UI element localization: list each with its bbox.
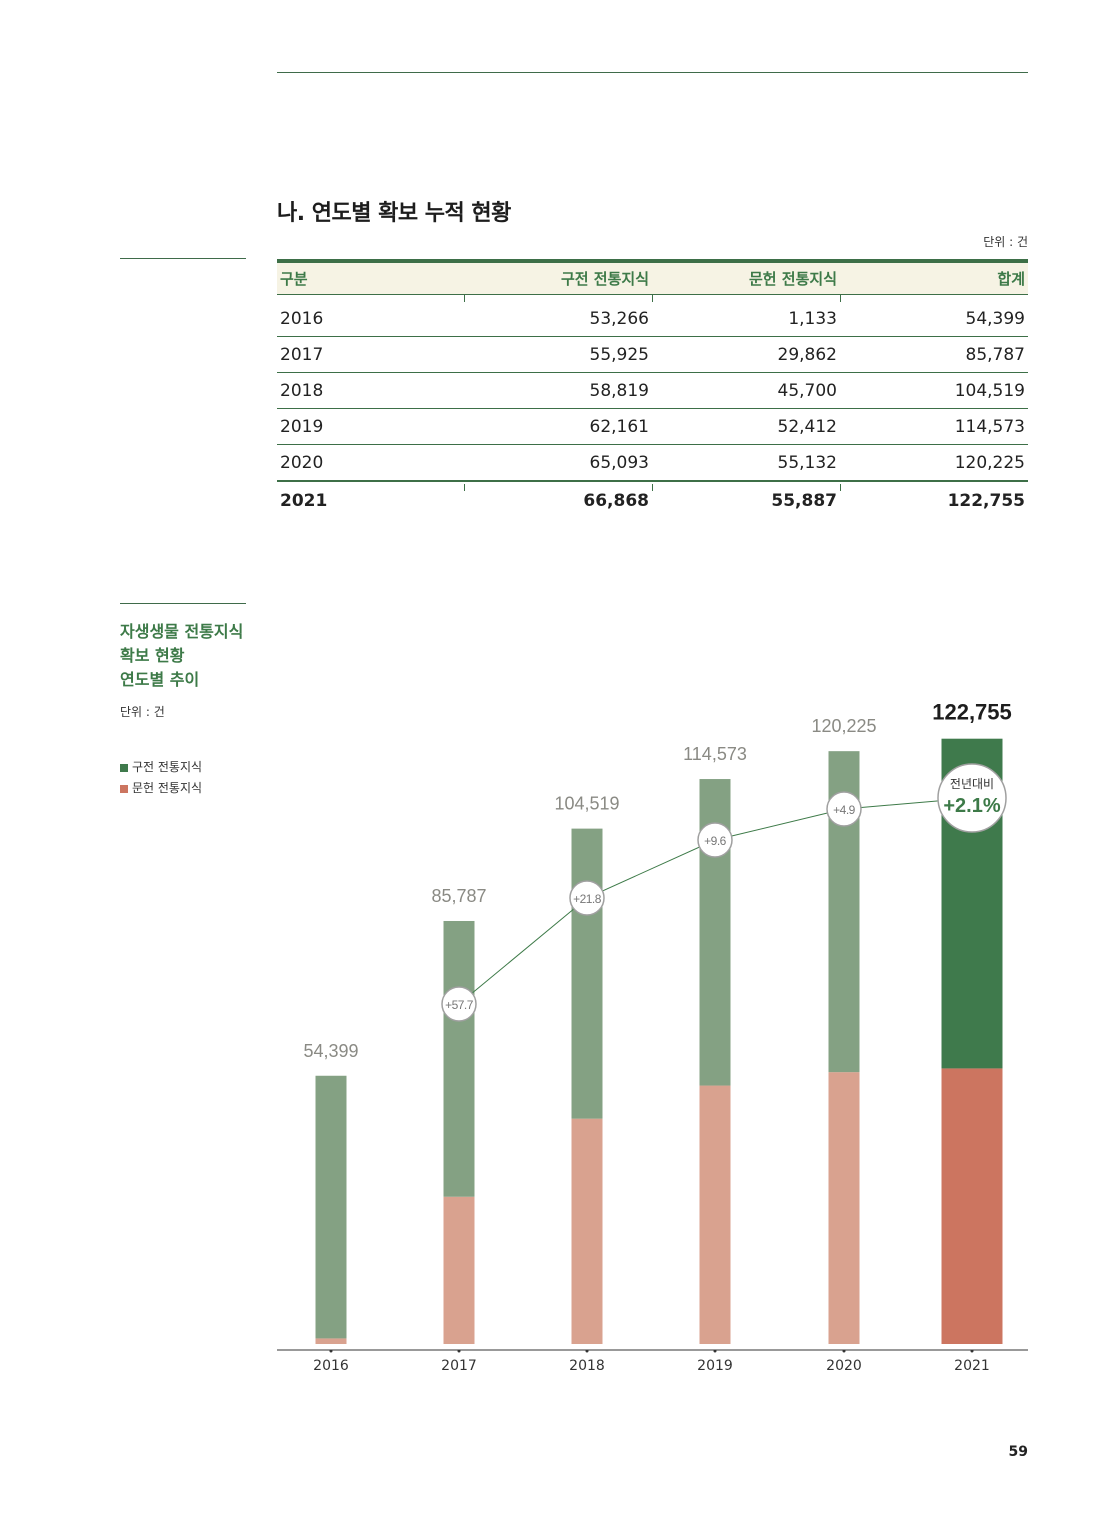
cell-oral: 55,925 bbox=[465, 336, 652, 373]
column-tick bbox=[840, 295, 841, 302]
bar-literature bbox=[315, 1338, 347, 1344]
cell-literature: 45,700 bbox=[652, 372, 840, 409]
cell-literature: 52,412 bbox=[652, 408, 840, 445]
chart-title-line: 자생생물 전통지식 bbox=[120, 622, 244, 641]
cell-year: 2021 bbox=[280, 491, 328, 511]
cell-literature: 55,132 bbox=[652, 444, 840, 482]
chart-title-line: 연도별 추이 bbox=[120, 670, 200, 689]
x-tick-label: 2018 bbox=[569, 1358, 605, 1374]
total-label: 104,519 bbox=[554, 794, 619, 814]
header-total: 합계 bbox=[997, 270, 1025, 288]
cell-year: 2018 bbox=[277, 372, 465, 409]
final-growth-caption: 전년대비 bbox=[950, 777, 994, 791]
total-label: 120,225 bbox=[811, 716, 876, 736]
stacked-bar-chart: 54,399 2016 85,787 2017 104,519 2018 114,573 20… bbox=[277, 700, 1028, 1374]
column-tick bbox=[652, 295, 653, 302]
x-tick-label: 2016 bbox=[313, 1358, 349, 1374]
header-oral: 구전 전통지식 bbox=[560, 270, 649, 288]
legend-item-oral: 구전 전통지식 bbox=[120, 757, 202, 778]
legend-label: 구전 전통지식 bbox=[132, 760, 203, 774]
growth-marker bbox=[569, 880, 605, 916]
cell-year: 2020 bbox=[277, 444, 465, 482]
top-rule bbox=[277, 72, 1028, 73]
legend-swatch bbox=[120, 763, 128, 772]
growth-marker bbox=[697, 822, 733, 858]
chart-legend: 구전 전통지식 문헌 전통지식 bbox=[120, 757, 202, 799]
cell-total: 54,399 bbox=[840, 294, 1028, 337]
cell-year: 2017 bbox=[277, 336, 465, 373]
table-row: 2019 62,161 52,412 114,573 bbox=[277, 408, 1028, 445]
column-tick bbox=[652, 484, 653, 491]
legend-swatch bbox=[120, 784, 128, 793]
left-rule bbox=[120, 258, 246, 259]
total-label: 122,755 bbox=[932, 700, 1012, 725]
table-row: 2016 53,266 1,133 54,399 bbox=[277, 294, 1028, 337]
growth-label: +9.6 bbox=[704, 834, 727, 848]
cell-oral: 65,093 bbox=[465, 444, 652, 482]
legend-label: 문헌 전통지식 bbox=[132, 781, 203, 795]
cell-oral: 66,868 bbox=[583, 491, 649, 511]
chart-title: 자생생물 전통지식 확보 현황 연도별 추이 bbox=[120, 620, 243, 692]
final-growth-value: +2.1% bbox=[943, 795, 1000, 817]
cell-literature: 29,862 bbox=[652, 336, 840, 373]
growth-label: +57.7 bbox=[445, 998, 474, 1012]
final-growth-marker bbox=[937, 763, 1007, 833]
table-row: 2020 65,093 55,132 120,225 bbox=[277, 444, 1028, 482]
cell-oral: 62,161 bbox=[465, 408, 652, 445]
left-rule bbox=[120, 603, 246, 604]
growth-marker bbox=[826, 791, 862, 827]
total-label: 114,573 bbox=[683, 744, 747, 764]
bar-literature bbox=[443, 1196, 475, 1344]
bar-literature bbox=[828, 1072, 860, 1344]
header-category: 구분 bbox=[280, 270, 308, 288]
table-row: 2017 55,925 29,862 85,787 bbox=[277, 336, 1028, 373]
bar-oral bbox=[443, 920, 475, 1197]
cell-total: 120,225 bbox=[840, 444, 1028, 482]
cell-total: 122,755 bbox=[947, 491, 1025, 511]
table-unit-label: 단위 : 건 bbox=[983, 235, 1028, 249]
chart-title-line: 확보 현황 bbox=[120, 646, 185, 665]
cell-total: 104,519 bbox=[840, 372, 1028, 409]
cell-total: 85,787 bbox=[840, 336, 1028, 373]
bar-oral bbox=[315, 1075, 347, 1339]
growth-marker bbox=[441, 986, 477, 1022]
column-tick bbox=[464, 295, 465, 302]
header-literature: 문헌 전통지식 bbox=[748, 270, 837, 288]
column-tick bbox=[840, 484, 841, 491]
bar-literature bbox=[571, 1118, 603, 1344]
table-total-row: 2021 66,868 55,887 122,755 bbox=[277, 481, 1028, 520]
growth-label: +21.8 bbox=[573, 892, 602, 906]
table-header-row: 구분 구전 전통지식 문헌 전통지식 합계 bbox=[277, 261, 1028, 295]
cell-year: 2016 bbox=[277, 294, 465, 337]
x-tick-label: 2021 bbox=[954, 1358, 990, 1374]
x-tick-label: 2019 bbox=[697, 1358, 733, 1374]
table-row: 2018 58,819 45,700 104,519 bbox=[277, 372, 1028, 409]
bar-oral bbox=[571, 828, 603, 1119]
page-number: 59 bbox=[1008, 1444, 1028, 1460]
cell-literature: 1,133 bbox=[652, 294, 840, 337]
x-tick-label: 2020 bbox=[826, 1358, 862, 1374]
cell-total: 114,573 bbox=[840, 408, 1028, 445]
data-table: 구분 구전 전통지식 문헌 전통지식 합계 2016 53,266 1,133 … bbox=[277, 259, 1028, 520]
bar-literature bbox=[941, 1068, 1003, 1344]
chart-unit-label: 단위 : 건 bbox=[120, 705, 165, 719]
total-label: 85,787 bbox=[431, 886, 486, 906]
cell-oral: 53,266 bbox=[465, 294, 652, 337]
cell-oral: 58,819 bbox=[465, 372, 652, 409]
x-tick-label: 2017 bbox=[441, 1358, 477, 1374]
total-label: 54,399 bbox=[303, 1041, 358, 1061]
growth-label: +4.9 bbox=[833, 803, 856, 817]
cell-year: 2019 bbox=[277, 408, 465, 445]
legend-item-literature: 문헌 전통지식 bbox=[120, 778, 202, 799]
section-title: 나. 연도별 확보 누적 현황 bbox=[277, 201, 511, 226]
column-tick bbox=[464, 484, 465, 491]
cell-literature: 55,887 bbox=[771, 491, 837, 511]
bar-literature bbox=[699, 1085, 731, 1344]
